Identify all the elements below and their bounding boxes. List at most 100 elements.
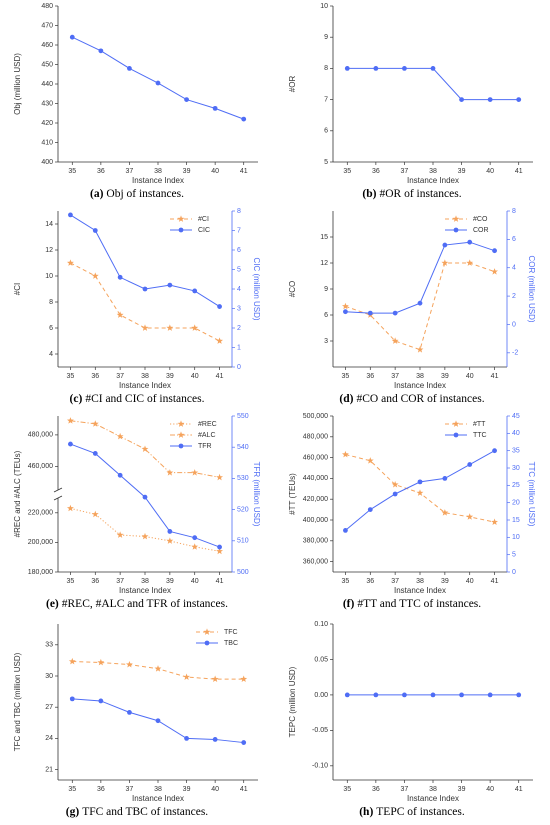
x-tick-label: 37 — [126, 786, 134, 793]
x-tick-label: 38 — [141, 578, 149, 585]
x-tick-label: 40 — [486, 786, 494, 793]
marker — [343, 528, 348, 533]
legend-label: COR — [473, 227, 489, 234]
x-tick-label: 36 — [97, 168, 105, 175]
marker — [487, 692, 493, 698]
x-tick-label: 40 — [211, 168, 219, 175]
x-tick-label: 38 — [416, 373, 424, 380]
x-axis-label: Instance Index — [132, 794, 184, 803]
marker — [177, 420, 185, 427]
marker — [141, 532, 149, 540]
marker — [204, 640, 210, 646]
y-tick-label: 27 — [45, 704, 53, 711]
caption-text: Obj of instances. — [106, 188, 184, 200]
y2-tick-label: 550 — [237, 413, 249, 420]
x-tick-label: 37 — [401, 168, 409, 175]
series-line — [345, 262, 495, 351]
marker — [466, 513, 474, 520]
y2-tick-label: 40 — [512, 430, 520, 437]
y-tick-label: 460,000 — [303, 454, 328, 461]
marker — [178, 227, 184, 233]
y-axis-label: #CI — [13, 283, 22, 295]
marker — [240, 675, 248, 683]
y-axis-label: #TT (TEUs) — [288, 473, 297, 515]
y-tick-label: 480 — [41, 3, 53, 10]
marker — [91, 272, 99, 279]
marker — [97, 658, 105, 666]
marker — [116, 432, 124, 440]
legend-label: #CO — [473, 216, 488, 223]
x-tick-label: 38 — [154, 786, 162, 793]
y-tick-label: 430 — [41, 100, 53, 107]
x-tick-label: 41 — [216, 578, 224, 585]
y-axis-label: TFC and TBC (million USD) — [13, 652, 22, 751]
y-tick-label: 450 — [41, 61, 53, 68]
legend-label: TTC — [473, 432, 487, 439]
marker — [212, 105, 218, 111]
marker — [491, 268, 498, 275]
marker — [67, 417, 74, 424]
marker — [183, 673, 190, 680]
y2-tick-label: 45 — [512, 413, 520, 420]
marker — [92, 228, 98, 233]
marker — [373, 66, 379, 71]
marker — [467, 462, 473, 467]
panel: 35 36 37 38 39 40 41 21 24 27 30 33 Instance Index TF… — [13, 624, 258, 818]
x-tick-label: 37 — [391, 578, 399, 585]
marker — [91, 420, 99, 427]
y2-tick-label: 6 — [237, 247, 241, 254]
marker — [392, 310, 398, 316]
marker — [430, 692, 436, 698]
marker — [516, 97, 522, 102]
x-tick-label: 36 — [366, 373, 374, 380]
x-tick-label: 37 — [391, 373, 399, 380]
x-tick-label: 41 — [515, 168, 523, 175]
marker — [217, 544, 222, 550]
y2-axis-label: TTC (million USD) — [527, 462, 536, 527]
marker — [68, 441, 73, 447]
marker — [416, 346, 424, 353]
y-tick-label: 180,000 — [28, 569, 53, 576]
marker — [487, 97, 493, 102]
x-tick-label: 39 — [166, 373, 174, 380]
y2-tick-label: 30 — [512, 465, 520, 472]
marker — [178, 443, 184, 449]
y-tick-label: 10 — [320, 3, 328, 10]
x-tick-label: 39 — [183, 786, 191, 793]
x-tick-label: 37 — [401, 786, 409, 793]
caption-label: (a) — [90, 188, 104, 200]
marker — [141, 445, 149, 452]
caption-text: #OR of instances. — [379, 188, 461, 200]
x-tick-label: 38 — [154, 168, 162, 175]
marker — [241, 116, 247, 122]
y-tick-label: 0.05 — [314, 656, 328, 663]
marker — [402, 692, 407, 698]
x-tick-label: 40 — [191, 578, 199, 585]
y-tick-label: 21 — [45, 766, 53, 773]
marker — [367, 507, 373, 512]
y2-axis-label: TFR (million USD) — [252, 462, 261, 527]
y-axis-label: #REC and #ALC (TEUs) — [13, 450, 22, 537]
panel: 35 36 37 38 39 40 41468101214012345678Instance… — [13, 208, 261, 405]
x-tick-label: 39 — [166, 578, 174, 585]
legend-label: #TT — [473, 421, 486, 428]
caption-label: (h) — [359, 806, 373, 818]
y2-tick-label: 8 — [512, 208, 516, 215]
marker — [211, 675, 219, 683]
y-tick-label: -0.05 — [312, 727, 328, 734]
caption-label: (c) — [70, 393, 83, 405]
y-tick-label: 440,000 — [303, 475, 328, 482]
marker — [141, 324, 149, 331]
y2-tick-label: 20 — [512, 500, 520, 507]
marker — [67, 504, 74, 512]
x-tick-label: 39 — [441, 578, 449, 585]
y-tick-label: 7 — [324, 96, 328, 103]
y-tick-label: 15 — [320, 234, 328, 241]
y-tick-label: 8 — [324, 65, 328, 72]
caption-text: #CO and COR of instances. — [356, 393, 484, 405]
caption-text: #TT and TTC of instances. — [357, 598, 481, 610]
y-tick-label: 440 — [41, 81, 53, 88]
y-tick-label: 480,000 — [303, 434, 328, 441]
marker — [373, 692, 379, 698]
